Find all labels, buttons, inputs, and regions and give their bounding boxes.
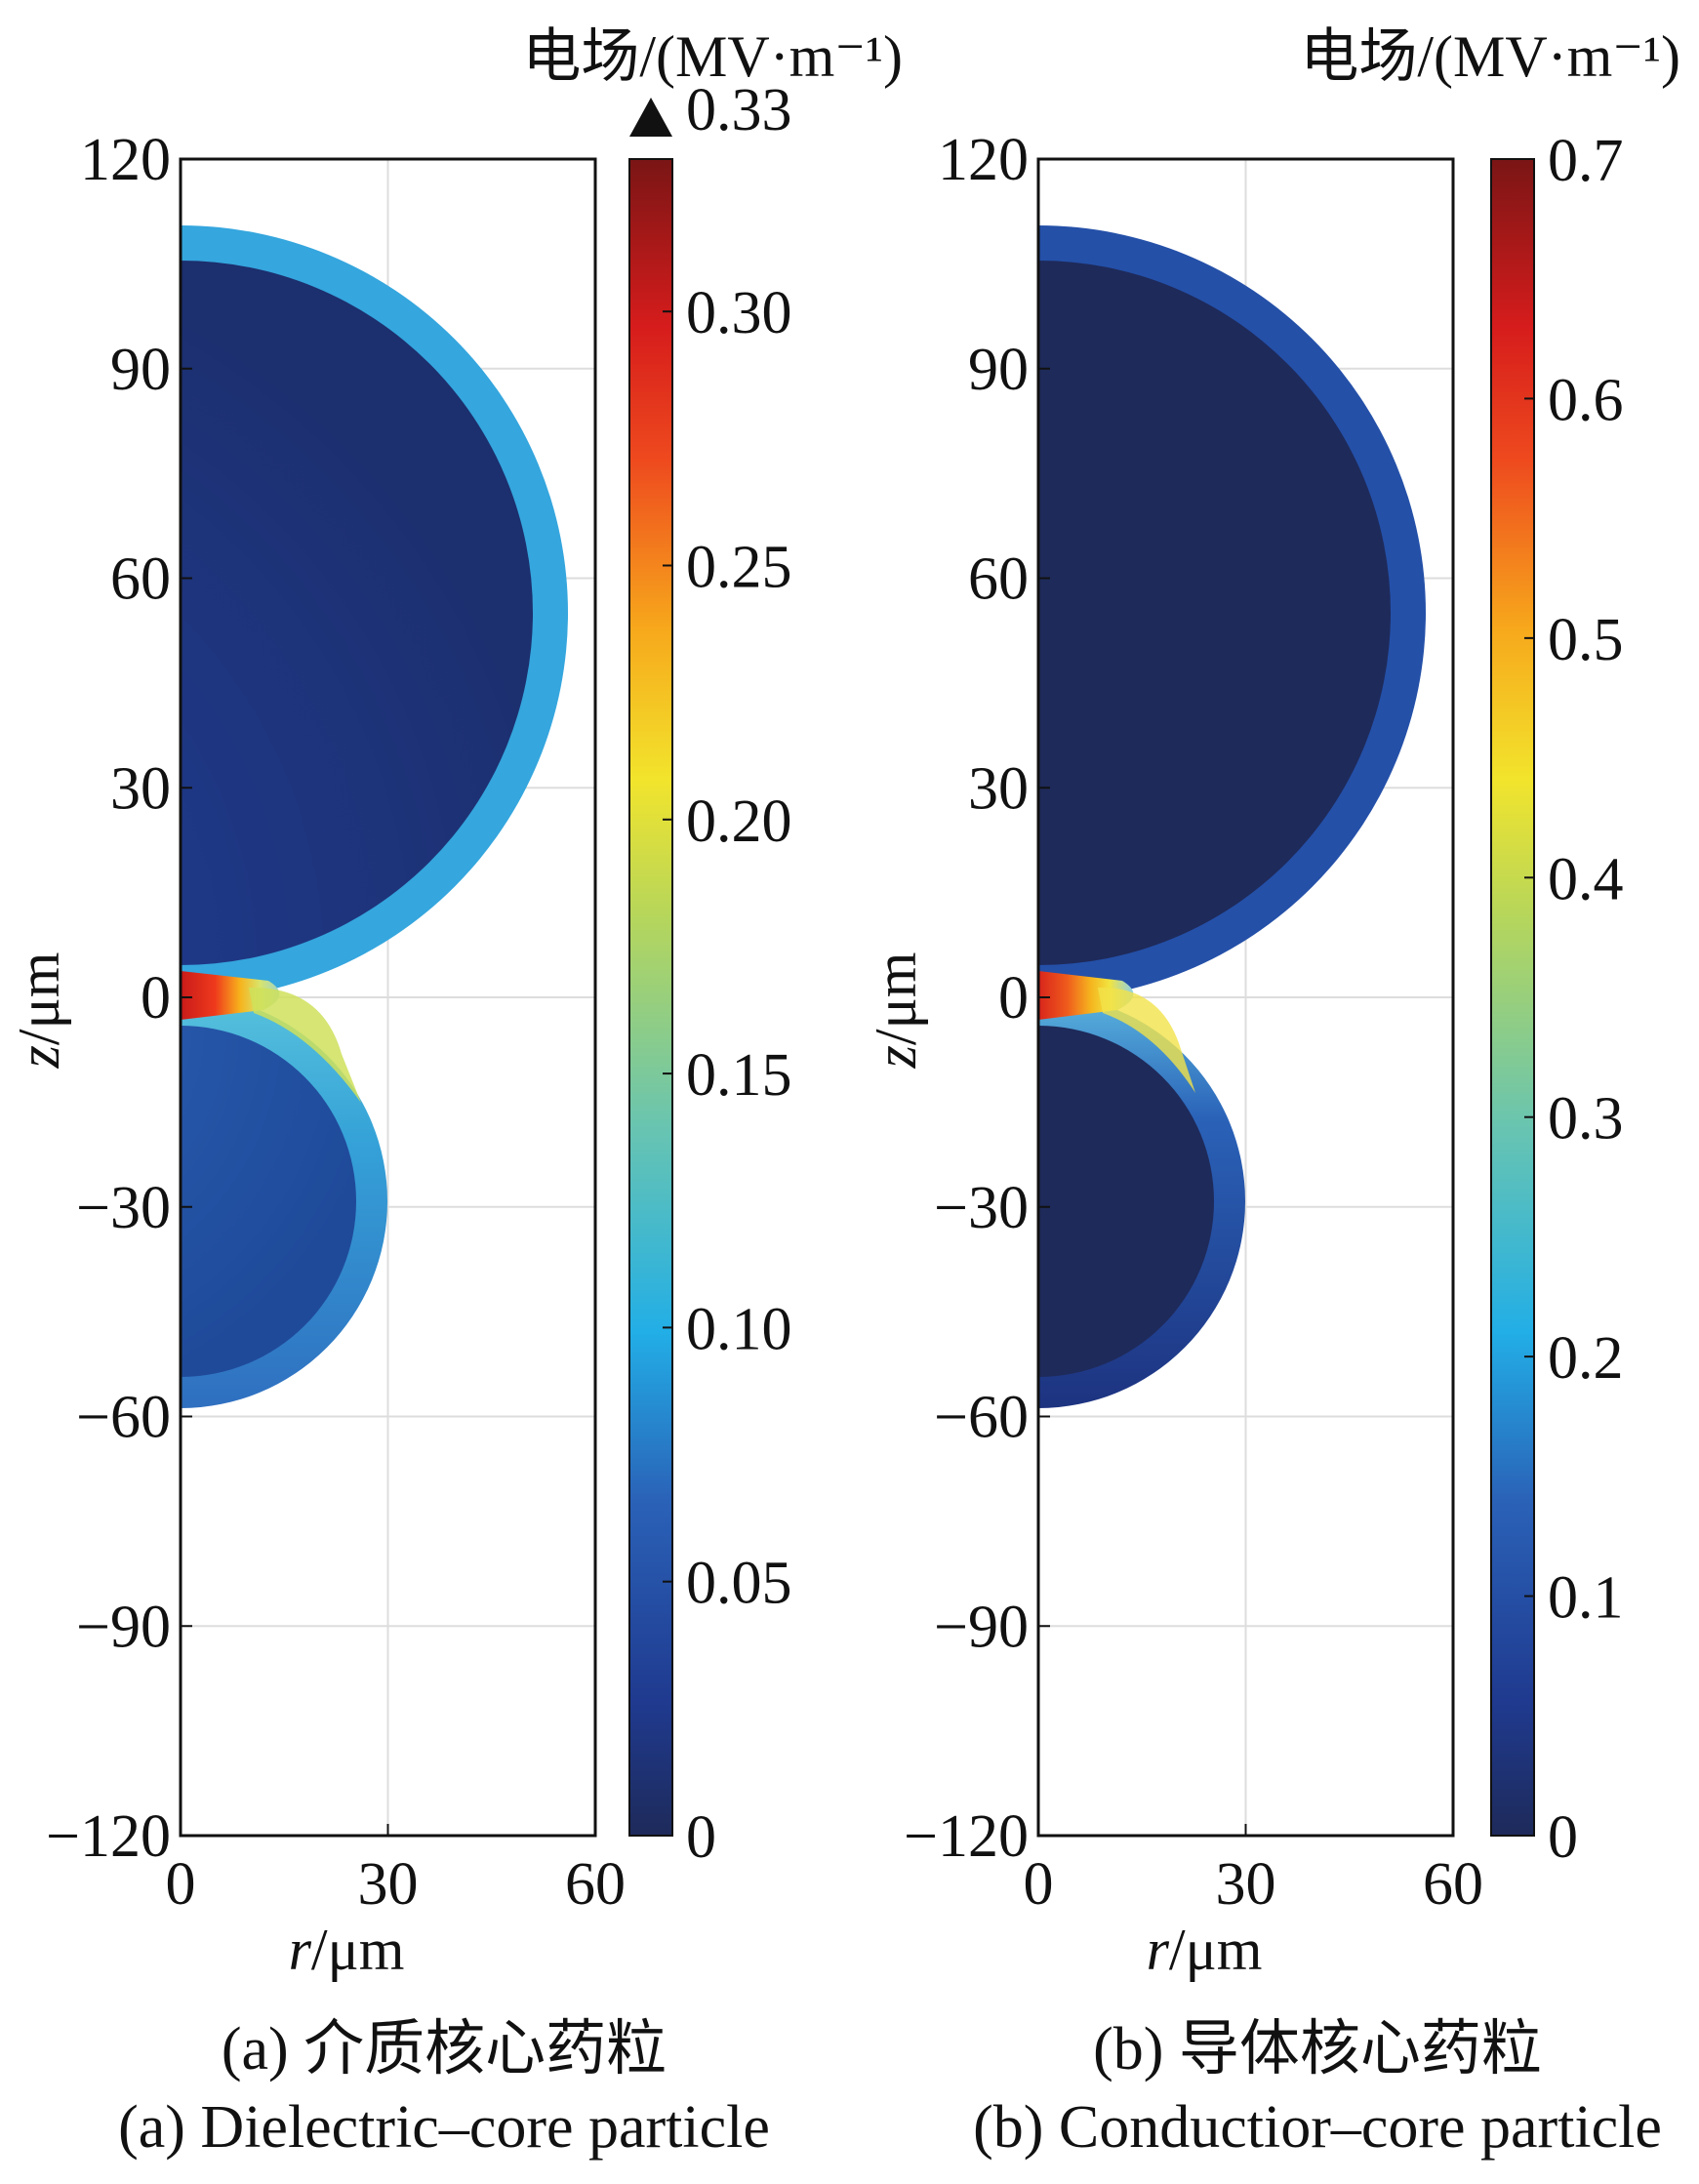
x-tick-label: 60 [1423,1851,1483,1918]
colorbar-tick-label: 0.25 [686,534,792,600]
y-tick-label: −30 [934,1175,1029,1241]
colorbar-tick-label: 0.15 [686,1042,792,1109]
colorbar-title-b: 电场/(MV·m⁻¹) [1300,24,1680,89]
x-tick-label: 30 [1216,1851,1276,1918]
y-tick-label: 120 [80,127,171,193]
y-ticks-b: 120 90 60 30 0 −30 −60 −90 −120 [904,127,1050,1870]
colorbar-title-a: 电场/(MV·m⁻¹) [522,24,903,89]
lower-shell-hot-b [1098,987,1195,1093]
x-tick-label: 30 [358,1851,419,1918]
colorbar-tick-label: 0.1 [1548,1565,1624,1632]
caption-cn-b: (b) 导体核心药粒 [1093,2016,1542,2083]
upper-core-b [1038,261,1391,965]
colorbar-tick-label: 0.05 [686,1551,792,1617]
y-axis-label-a: z/μm [7,952,71,1070]
colorbar-overflow-marker-a [629,98,672,137]
field-map-a [181,225,568,1408]
x-tick-label: 0 [1024,1851,1054,1918]
colorbar-tick-label: 0.20 [686,789,792,855]
field-map-b [1038,225,1426,1408]
colorbar-tick-label: 0.2 [1548,1325,1624,1392]
colorbar-scale-b [1490,158,1535,1837]
upper-core-a [181,261,533,965]
x-tick-label: 60 [565,1851,626,1918]
colorbar-tick-label: 0.3 [1548,1086,1624,1153]
y-tick-label: 60 [110,546,171,613]
colorbar-b: 电场/(MV·m⁻¹) 0.7 0.6 0.5 0.4 0.3 0.2 0.1 0 [1300,24,1680,1871]
y-tick-label: −120 [904,1803,1029,1870]
y-tick-label: 120 [938,127,1029,193]
colorbar-tick-label: 0 [686,1804,716,1871]
y-tick-label: 90 [968,337,1029,403]
x-tick-label: 0 [166,1851,196,1918]
lower-core-b [1038,1026,1214,1377]
colorbar-scale-a [628,158,673,1837]
caption-cn-a: (a) 介质核心药粒 [222,2016,667,2083]
colorbar-tick-label: 0.6 [1548,367,1624,433]
colorbar-tick-label: 0.33 [686,77,792,143]
y-tick-label: 30 [968,755,1029,822]
lower-core-a [181,1026,356,1377]
y-tick-label: −90 [934,1594,1029,1660]
colorbar-tick-label: 0 [1548,1804,1578,1871]
x-axis-label-b: r/μm [1147,1918,1263,1982]
y-tick-label: 90 [110,337,171,403]
colorbar-tick-label: 0.5 [1548,607,1624,673]
y-tick-label: 30 [110,755,171,822]
y-tick-label: 60 [968,546,1029,613]
y-axis-label-b: z/μm [864,952,928,1070]
y-tick-label: 0 [998,965,1029,1031]
y-tick-label: −60 [934,1385,1029,1451]
y-ticks-a: 120 90 60 30 0 −30 −60 −90 −120 [46,127,192,1870]
lower-shell-hot-a [249,987,361,1103]
x-ticks-b: 0 30 60 [1024,1824,1483,1918]
y-tick-label: −60 [76,1385,171,1451]
x-ticks-a: 0 30 60 [166,1824,626,1918]
colorbar-tick-label: 0.4 [1548,846,1624,912]
y-tick-label: 0 [141,965,171,1031]
y-tick-label: −120 [46,1803,171,1870]
caption-en-a: (a) Dielectric–core particle [118,2094,770,2161]
colorbar-a: 电场/(MV·m⁻¹) 0.33 0.30 0.25 0.20 0.15 0.10 0.05… [522,24,903,1871]
colorbar-tick-label: 0.7 [1548,128,1624,194]
y-tick-label: −90 [76,1594,171,1660]
caption-en-b: (b) Conductior–core particle [973,2094,1662,2161]
y-tick-label: −30 [76,1175,171,1241]
colorbar-tick-label: 0.30 [686,280,792,346]
x-axis-label-a: r/μm [289,1918,405,1982]
colorbar-tick-label: 0.10 [686,1296,792,1362]
